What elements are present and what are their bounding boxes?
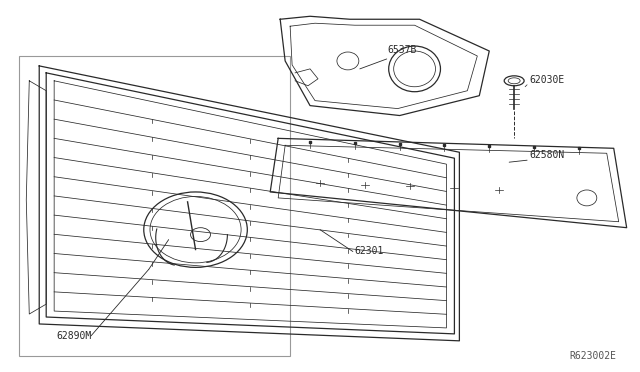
Bar [19, 56, 290, 356]
Text: 62890M: 62890M [56, 331, 92, 341]
Text: 6537B: 6537B [388, 45, 417, 55]
Text: 62301: 62301 [355, 247, 384, 256]
Text: R623002E: R623002E [570, 351, 617, 361]
Text: 62030E: 62030E [529, 75, 564, 85]
Text: 62580N: 62580N [529, 150, 564, 160]
